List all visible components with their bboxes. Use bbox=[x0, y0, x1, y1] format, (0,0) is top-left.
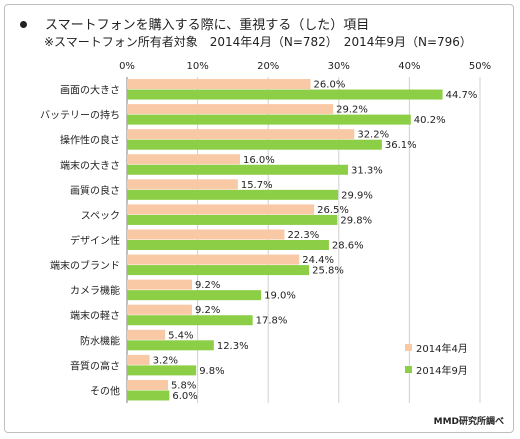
bar bbox=[127, 189, 339, 200]
data-label: 31.3% bbox=[351, 165, 383, 176]
bar bbox=[127, 290, 262, 301]
x-tick-label: 10% bbox=[186, 61, 208, 72]
data-label: 9.2% bbox=[195, 280, 220, 291]
data-label: 29.8% bbox=[340, 215, 372, 226]
x-tick-label: 20% bbox=[257, 61, 279, 72]
data-label: 17.8% bbox=[256, 316, 288, 327]
data-label: 6.0% bbox=[172, 391, 197, 402]
data-label: 26.5% bbox=[317, 205, 349, 216]
bar bbox=[127, 129, 355, 140]
category-label: 防水機能 bbox=[80, 334, 120, 347]
data-label: 32.2% bbox=[357, 130, 389, 141]
legend-label: 2014年4月 bbox=[416, 342, 468, 355]
bar bbox=[127, 315, 253, 326]
category-label: 画面の大きさ bbox=[60, 84, 120, 97]
bar bbox=[127, 204, 315, 215]
bar bbox=[127, 254, 300, 265]
data-label: 9.8% bbox=[199, 366, 224, 377]
bar bbox=[127, 240, 329, 250]
bar bbox=[127, 279, 192, 290]
legend-swatch bbox=[405, 344, 412, 351]
data-label: 15.7% bbox=[241, 180, 273, 191]
data-label: 22.3% bbox=[287, 230, 319, 241]
x-tick-label: 40% bbox=[398, 61, 420, 72]
bar bbox=[127, 154, 240, 165]
bar bbox=[127, 340, 214, 351]
bar bbox=[127, 114, 411, 125]
bar bbox=[127, 354, 150, 365]
data-label: 29.9% bbox=[341, 190, 373, 201]
chart-subtitle: ※スマートフォン所有者対象 2014年4月（N=782） 2014年9月（N=7… bbox=[44, 35, 472, 49]
bar bbox=[127, 164, 348, 175]
data-label: 40.2% bbox=[414, 115, 446, 126]
data-label: 25.8% bbox=[312, 266, 344, 277]
bar bbox=[127, 304, 192, 315]
chart-title-row: スマートフォンを購入する際に、重視する（した）項目 bbox=[20, 14, 369, 33]
chart-frame bbox=[4, 4, 514, 433]
data-label: 19.0% bbox=[264, 291, 296, 302]
data-label: 44.7% bbox=[446, 90, 478, 101]
category-label: スペック bbox=[81, 210, 120, 222]
data-label: 29.2% bbox=[336, 105, 368, 116]
bar bbox=[127, 229, 285, 240]
legend-label: 2014年9月 bbox=[416, 364, 468, 377]
bar bbox=[127, 104, 334, 115]
bar bbox=[127, 79, 311, 90]
data-label: 28.6% bbox=[332, 241, 364, 252]
data-label: 16.0% bbox=[243, 155, 275, 166]
legend-swatch bbox=[405, 366, 412, 373]
data-label: 5.8% bbox=[171, 380, 196, 391]
category-label: 音質の高さ bbox=[70, 359, 120, 372]
x-tick-label: 0% bbox=[119, 61, 135, 72]
source-credit: MMD研究所調べ bbox=[433, 417, 504, 427]
bar bbox=[127, 265, 310, 276]
data-label: 12.3% bbox=[217, 341, 249, 352]
data-label: 5.4% bbox=[168, 330, 193, 341]
category-label: その他 bbox=[90, 384, 120, 397]
category-label: 操作性の良さ bbox=[60, 134, 120, 147]
bar bbox=[127, 379, 168, 390]
category-label: バッテリーの持ち bbox=[40, 109, 120, 122]
category-label: カメラ機能 bbox=[70, 284, 120, 297]
data-label: 24.4% bbox=[302, 255, 334, 266]
bar bbox=[127, 365, 197, 376]
bar bbox=[127, 179, 238, 190]
data-label: 9.2% bbox=[195, 305, 220, 316]
category-label: 端末の大きさ bbox=[60, 159, 120, 172]
bar bbox=[127, 139, 382, 150]
bullet-icon bbox=[20, 21, 27, 28]
data-label: 26.0% bbox=[314, 80, 346, 91]
x-tick-label: 30% bbox=[328, 61, 350, 72]
x-tick-label: 50% bbox=[469, 61, 491, 72]
chart-title: スマートフォンを購入する際に、重視する（した）項目 bbox=[45, 18, 370, 33]
category-label: 画質の良さ bbox=[70, 184, 120, 197]
bar bbox=[127, 89, 443, 100]
bar bbox=[127, 214, 338, 225]
category-label: 端末のブランド bbox=[50, 259, 120, 272]
data-label: 3.2% bbox=[153, 355, 178, 366]
bar bbox=[127, 390, 170, 401]
data-label: 36.1% bbox=[385, 140, 417, 151]
bar bbox=[127, 329, 166, 340]
category-label: デザイン性 bbox=[70, 234, 120, 247]
category-label: 端末の軽さ bbox=[70, 309, 120, 322]
